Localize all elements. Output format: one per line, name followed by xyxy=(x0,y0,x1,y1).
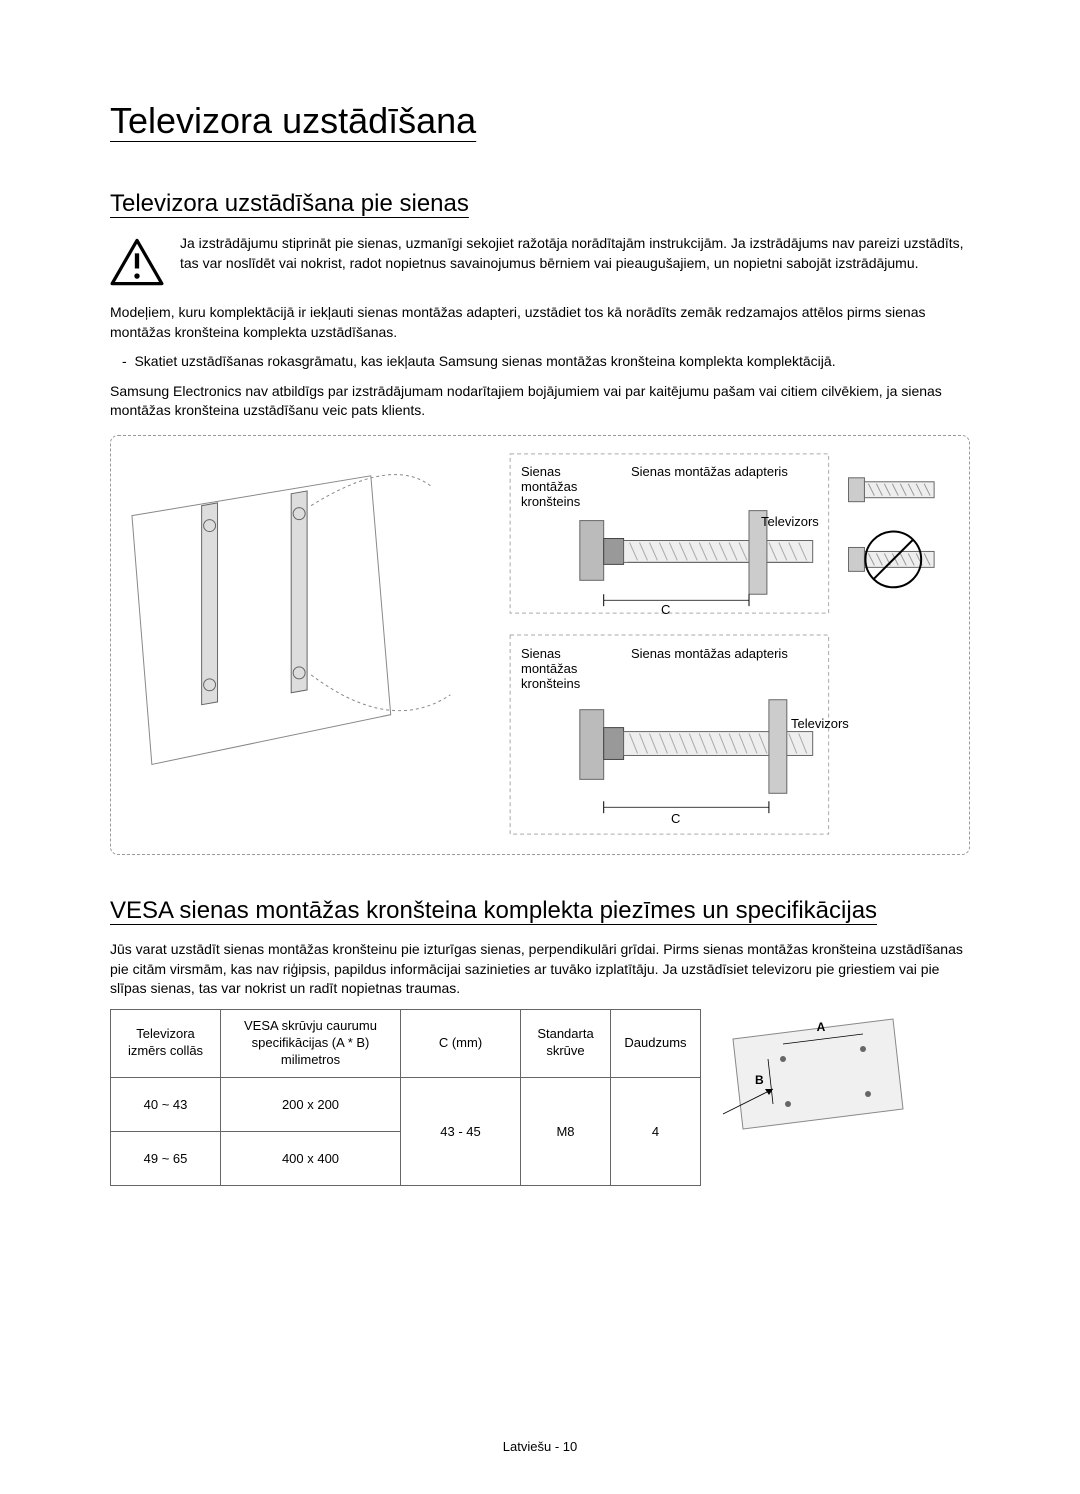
diagram-label-bracket-2: Sienas montāžas kronšteins xyxy=(521,646,601,691)
bullet-manual-text: Skatiet uzstādīšanas rokasgrāmatu, kas i… xyxy=(134,353,835,369)
diagram-label-adapter-1: Sienas montāžas adapteris xyxy=(631,464,788,479)
svg-text:B: B xyxy=(755,1073,764,1087)
cell-size-1: 40 ~ 43 xyxy=(111,1077,221,1131)
th-vesa: VESA skrūvju caurumu specifikācijas (A *… xyxy=(221,1009,401,1077)
th-c: C (mm) xyxy=(401,1009,521,1077)
th-size: Televizora izmērs collās xyxy=(111,1009,221,1077)
diagram-label-tv-1: Televizors xyxy=(761,514,819,529)
diagram-label-bracket-1: Sienas montāžas kronšteins xyxy=(521,464,601,509)
cell-vesa-1: 200 x 200 xyxy=(221,1077,401,1131)
th-qty: Daudzums xyxy=(611,1009,701,1077)
warning-block: Ja izstrādājumu stiprināt pie sienas, uz… xyxy=(110,234,970,291)
warning-icon xyxy=(110,234,164,291)
para-adapter-note: Modeļiem, kuru komplektācijā ir iekļauti… xyxy=(110,303,970,342)
vesa-para: Jūs varat uzstādīt sienas montāžas kronš… xyxy=(110,940,970,999)
wall-mount-diagram: Sienas montāžas kronšteins Sienas montāž… xyxy=(110,435,970,855)
cell-c: 43 - 45 xyxy=(401,1077,521,1185)
table-row: 40 ~ 43 200 x 200 43 - 45 M8 4 xyxy=(111,1077,701,1131)
vesa-table-wrap: Televizora izmērs collās VESA skrūvju ca… xyxy=(110,1009,970,1186)
th-screw: Standarta skrūve xyxy=(521,1009,611,1077)
warning-text: Ja izstrādājumu stiprināt pie sienas, uz… xyxy=(180,234,970,273)
cell-vesa-2: 400 x 400 xyxy=(221,1131,401,1185)
diagram-label-adapter-2: Sienas montāžas adapteris xyxy=(631,646,788,661)
diagram-label-c-2: C xyxy=(671,811,680,826)
diagram-label-c-1: C xyxy=(661,602,670,617)
page-footer: Latviešu - 10 xyxy=(0,1439,1080,1454)
cell-screw: M8 xyxy=(521,1077,611,1185)
tv-ab-diagram: A B xyxy=(713,1009,913,1129)
cell-size-2: 49 ~ 65 xyxy=(111,1131,221,1185)
svg-text:A: A xyxy=(817,1020,826,1034)
bullet-manual: - Skatiet uzstādīšanas rokasgrāmatu, kas… xyxy=(110,352,970,372)
vesa-table: Televizora izmērs collās VESA skrūvju ca… xyxy=(110,1009,701,1186)
page-title: Televizora uzstādīšana xyxy=(110,100,970,142)
diagram-label-tv-2: Televizors xyxy=(791,716,849,731)
section-title-wall-mount: Televizora uzstādīšana pie sienas xyxy=(110,190,970,218)
para-liability: Samsung Electronics nav atbildīgs par iz… xyxy=(110,382,970,421)
cell-qty: 4 xyxy=(611,1077,701,1185)
section-title-vesa: VESA sienas montāžas kronšteina komplekt… xyxy=(110,895,970,926)
